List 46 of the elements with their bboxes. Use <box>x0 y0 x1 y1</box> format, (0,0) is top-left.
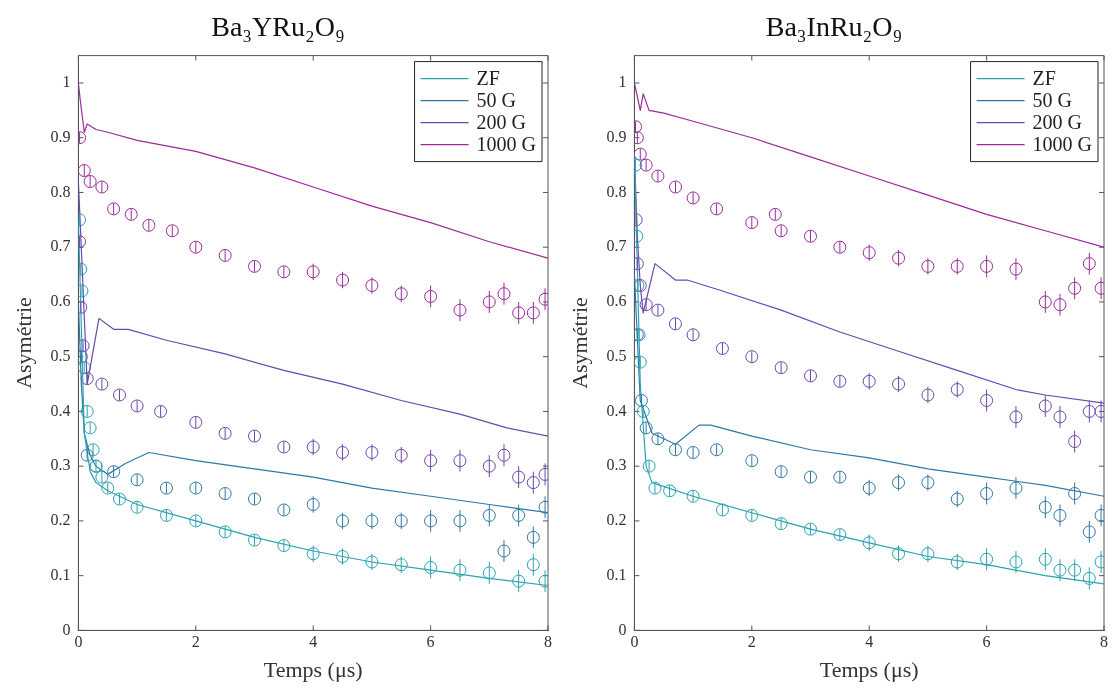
y-tick-label: 0 <box>62 620 71 638</box>
x-tick-label: 4 <box>309 633 318 651</box>
x-tick-label: 0 <box>74 633 83 651</box>
y-axis-title: Asymétrie <box>10 297 36 389</box>
legend-label: 50 G <box>476 88 517 111</box>
legend-label: ZF <box>1032 66 1056 89</box>
y-tick-label: 0.7 <box>50 237 71 255</box>
x-tick-label: 8 <box>1100 633 1108 651</box>
y-tick-label: 0.8 <box>606 182 627 200</box>
y-tick-label: 0.2 <box>50 511 71 529</box>
y-tick-label: 0.1 <box>50 565 71 583</box>
x-tick-label: 6 <box>982 633 991 651</box>
y-tick-label: 0.3 <box>50 456 71 474</box>
y-tick-label: 0.8 <box>50 182 71 200</box>
y-axis-title: Asymétrie <box>566 297 592 389</box>
y-tick-label: 1 <box>618 73 627 91</box>
legend-label: 1000 G <box>1032 132 1093 155</box>
y-tick-label: 0.9 <box>606 127 627 145</box>
y-tick-label: 0.4 <box>606 401 627 419</box>
y-tick-label: 0.4 <box>50 401 71 419</box>
x-tick-label: 6 <box>426 633 435 651</box>
legend-label: 200 G <box>1032 110 1083 133</box>
x-tick-label: 2 <box>747 633 756 651</box>
x-axis-title: Temps (μs) <box>263 656 363 682</box>
legend-label: ZF <box>476 66 500 89</box>
y-tick-label: 0 <box>618 620 627 638</box>
legend-label: 1000 G <box>476 132 537 155</box>
x-tick-label: 4 <box>865 633 874 651</box>
y-tick-label: 0.7 <box>606 237 627 255</box>
y-tick-label: 0.1 <box>606 565 627 583</box>
x-axis-title: Temps (μs) <box>819 656 919 682</box>
y-tick-label: 0.2 <box>606 511 627 529</box>
y-tick-label: 0.9 <box>50 127 71 145</box>
x-tick-label: 8 <box>544 633 552 651</box>
chart-title: Ba₃YRu₂O₉ <box>211 11 345 43</box>
x-tick-label: 0 <box>630 633 639 651</box>
y-tick-label: 0.6 <box>606 292 627 310</box>
legend-label: 200 G <box>476 110 527 133</box>
y-tick-label: 0.6 <box>50 292 71 310</box>
chart-title: Ba₃InRu₂O₉ <box>765 11 903 43</box>
y-tick-label: 0.3 <box>606 456 627 474</box>
y-tick-label: 1 <box>62 73 71 91</box>
legend-label: 50 G <box>1032 88 1073 111</box>
y-tick-label: 0.5 <box>606 346 627 364</box>
y-tick-label: 0.5 <box>50 346 71 364</box>
x-tick-label: 2 <box>191 633 200 651</box>
